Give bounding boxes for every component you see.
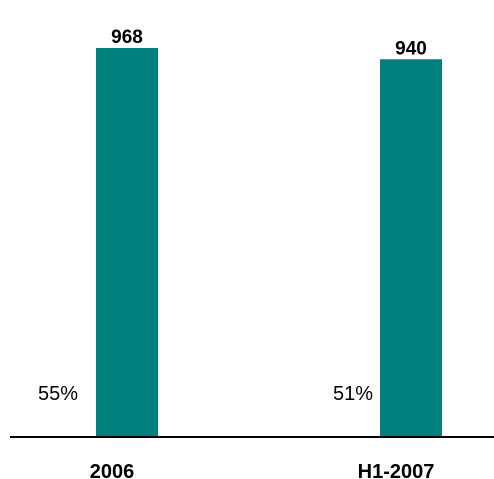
bar-group (96, 48, 442, 437)
annotation-group: 55% 51% (38, 383, 373, 405)
value-label-group: 968 940 (111, 27, 427, 59)
category-label-group: 2006 H1-2007 (90, 461, 435, 479)
annotation-h1-2007: 51% (333, 383, 373, 405)
annotation-2006: 55% (38, 383, 78, 405)
bar-2006 (96, 48, 158, 437)
bar-h1-2007 (380, 59, 442, 437)
value-label-h1-2007: 940 (395, 38, 427, 59)
category-label-h1-2007: H1-2007 (358, 461, 435, 479)
value-label-2006: 968 (111, 27, 143, 48)
category-label-2006: 2006 (90, 461, 135, 479)
